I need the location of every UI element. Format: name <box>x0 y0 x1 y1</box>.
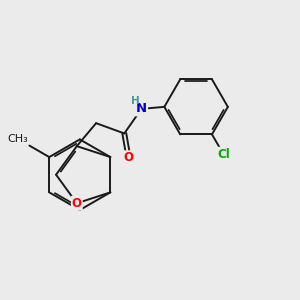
Text: O: O <box>124 151 134 164</box>
Text: CH₃: CH₃ <box>7 134 28 144</box>
Text: H: H <box>131 96 140 106</box>
Text: N: N <box>136 102 147 116</box>
Text: O: O <box>72 197 82 210</box>
Text: Cl: Cl <box>217 148 230 161</box>
